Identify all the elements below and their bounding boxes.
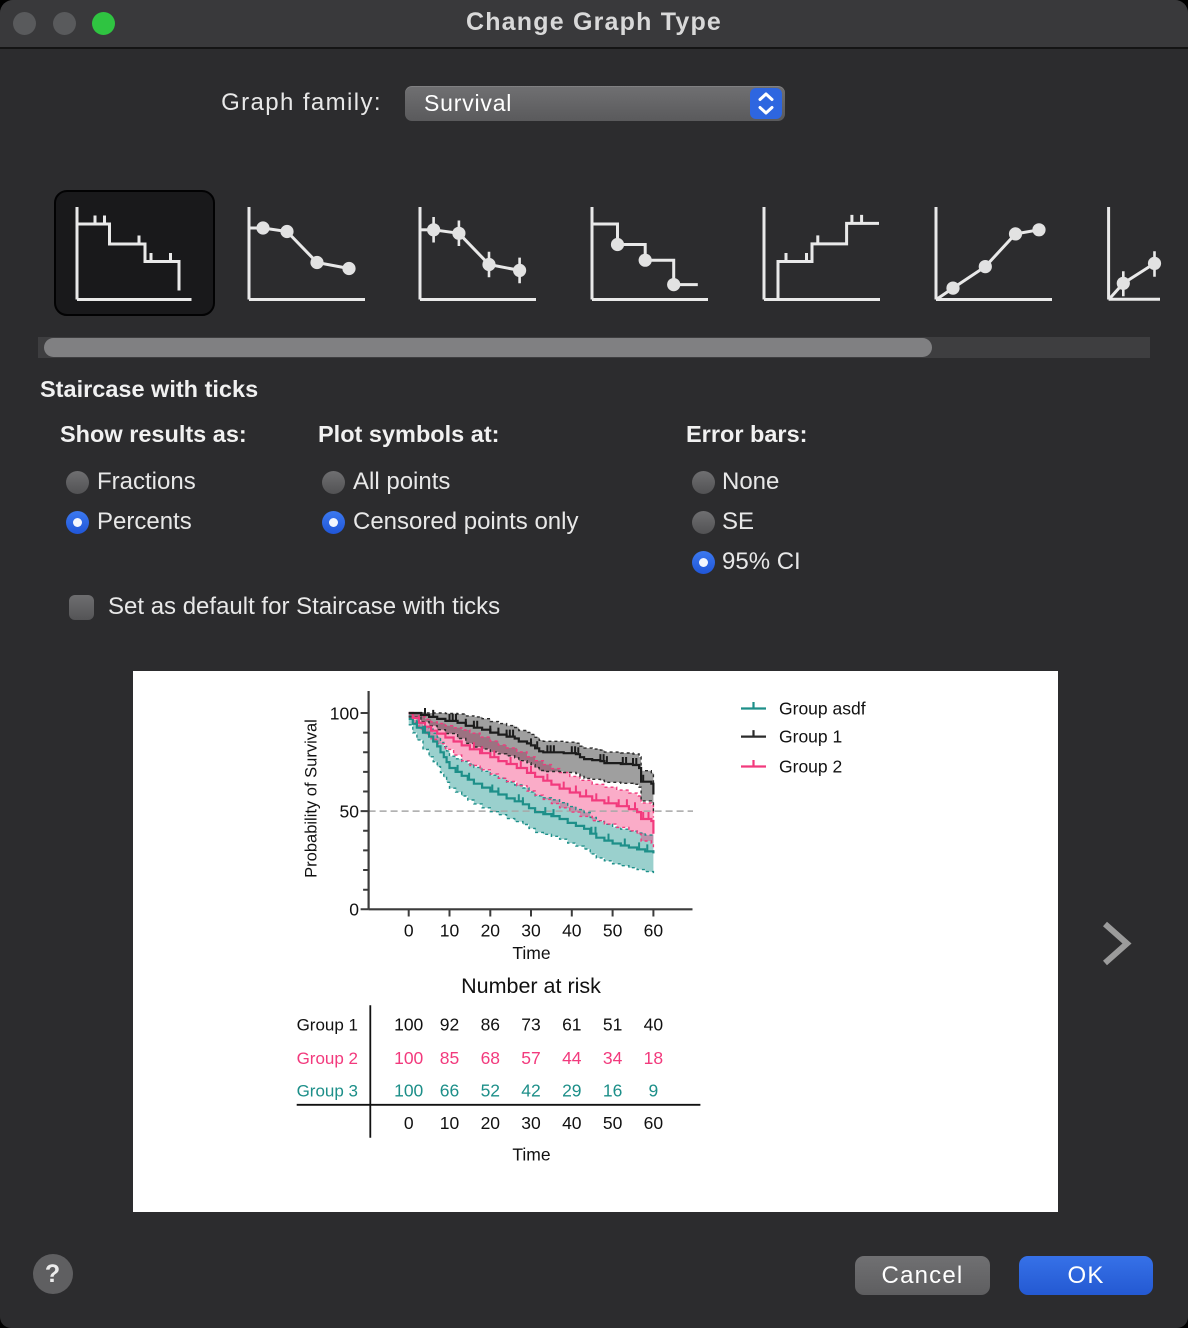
svg-text:73: 73 (521, 1014, 540, 1034)
svg-text:Time: Time (512, 1145, 550, 1165)
svg-text:Group 2: Group 2 (779, 756, 842, 776)
svg-text:0: 0 (404, 1113, 414, 1133)
svg-text:40: 40 (644, 1014, 664, 1034)
svg-text:42: 42 (521, 1081, 540, 1101)
svg-text:68: 68 (481, 1048, 500, 1068)
svg-text:Group 1: Group 1 (297, 1015, 358, 1034)
svg-text:60: 60 (644, 921, 664, 941)
svg-text:66: 66 (440, 1081, 459, 1101)
svg-text:50: 50 (603, 921, 623, 941)
svg-text:86: 86 (481, 1014, 500, 1034)
svg-text:85: 85 (440, 1048, 459, 1068)
svg-text:100: 100 (394, 1014, 423, 1034)
svg-text:100: 100 (394, 1048, 423, 1068)
svg-text:Group asdf: Group asdf (779, 698, 866, 718)
svg-text:44: 44 (562, 1048, 582, 1068)
svg-text:92: 92 (440, 1014, 459, 1034)
svg-text:0: 0 (404, 921, 414, 941)
svg-text:Time: Time (512, 943, 550, 963)
svg-text:20: 20 (481, 921, 501, 941)
svg-text:Number at risk: Number at risk (461, 974, 601, 998)
svg-text:10: 10 (440, 1113, 460, 1133)
svg-text:0: 0 (349, 900, 359, 920)
svg-text:60: 60 (644, 1113, 664, 1133)
svg-text:Probability of Survival: Probability of Survival (303, 719, 321, 878)
svg-text:Group 1: Group 1 (779, 726, 842, 746)
svg-text:51: 51 (603, 1014, 622, 1034)
svg-text:29: 29 (562, 1081, 581, 1101)
svg-text:61: 61 (562, 1014, 581, 1034)
svg-text:50: 50 (603, 1113, 623, 1133)
svg-text:16: 16 (603, 1081, 622, 1101)
svg-text:Group 3: Group 3 (297, 1082, 358, 1101)
svg-text:30: 30 (521, 921, 541, 941)
svg-text:100: 100 (394, 1081, 423, 1101)
svg-text:100: 100 (330, 703, 359, 723)
svg-text:40: 40 (562, 921, 582, 941)
svg-text:Group 2: Group 2 (297, 1049, 358, 1068)
svg-text:34: 34 (603, 1048, 623, 1068)
svg-text:10: 10 (440, 921, 460, 941)
svg-text:20: 20 (481, 1113, 501, 1133)
svg-text:40: 40 (562, 1113, 582, 1133)
svg-text:50: 50 (340, 801, 360, 821)
svg-text:52: 52 (481, 1081, 500, 1101)
svg-text:30: 30 (521, 1113, 541, 1133)
svg-text:9: 9 (649, 1081, 659, 1101)
svg-text:18: 18 (644, 1048, 663, 1068)
svg-text:57: 57 (521, 1048, 540, 1068)
